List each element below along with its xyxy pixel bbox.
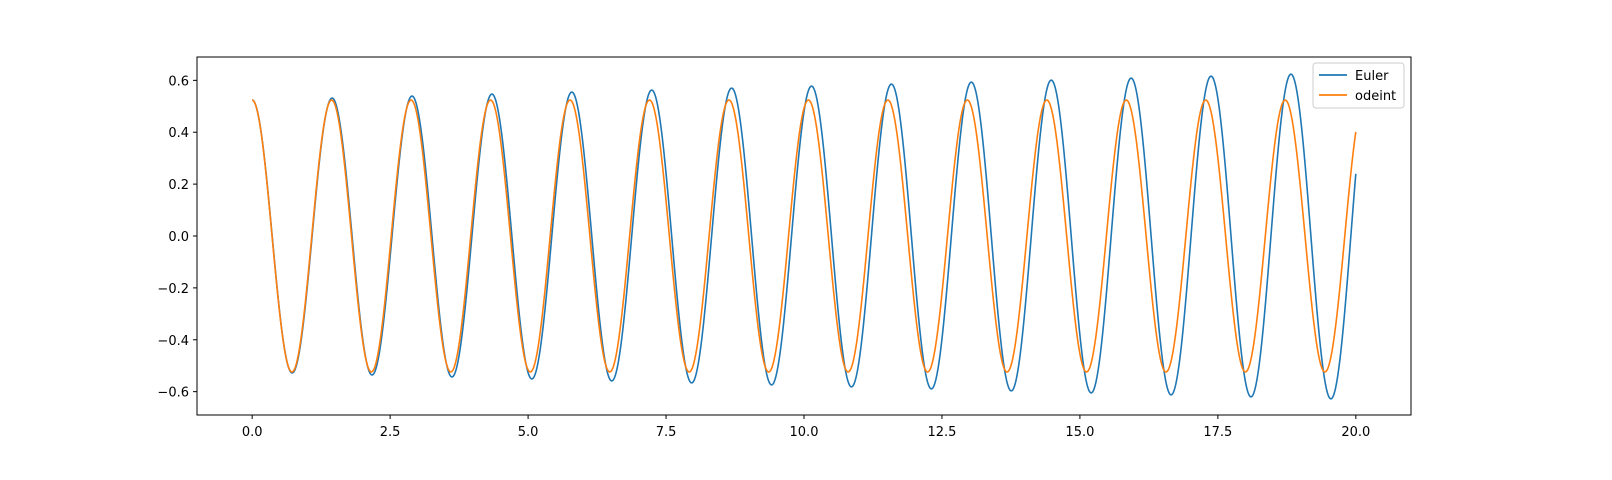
y-tick-label: 0.2: [168, 178, 189, 193]
x-axis: 0.0 2.5 5.0 7.5 10.0 12.5 15.0 17.5 20.0: [242, 415, 1370, 440]
x-tick-label: 12.5: [927, 425, 956, 440]
y-axis: −0.6 −0.4 −0.2 0.0 0.2 0.4 0.6: [157, 74, 197, 401]
series-layer: [251, 73, 1357, 400]
y-tick-label: −0.4: [157, 334, 189, 349]
y-tick-label: 0.4: [168, 126, 189, 141]
x-tick-label: 15.0: [1065, 425, 1094, 440]
legend: Euler odeint: [1312, 62, 1405, 109]
y-tick-label: −0.2: [157, 282, 189, 297]
y-tick-label: 0.6: [168, 74, 189, 89]
legend-label-odeint: odeint: [1355, 89, 1396, 104]
x-tick-label: 20.0: [1341, 425, 1370, 440]
x-tick-label: 2.5: [380, 425, 401, 440]
y-tick-label: −0.6: [157, 386, 189, 401]
legend-label-euler: Euler: [1355, 69, 1389, 84]
x-tick-label: 5.0: [518, 425, 539, 440]
series-line-euler: [251, 73, 1357, 400]
x-tick-label: 17.5: [1203, 425, 1232, 440]
x-tick-label: 7.5: [656, 425, 677, 440]
x-tick-label: 10.0: [790, 425, 819, 440]
y-tick-label: 0.0: [168, 230, 189, 245]
x-tick-label: 0.0: [242, 425, 263, 440]
series-line-odeint: [251, 99, 1357, 373]
